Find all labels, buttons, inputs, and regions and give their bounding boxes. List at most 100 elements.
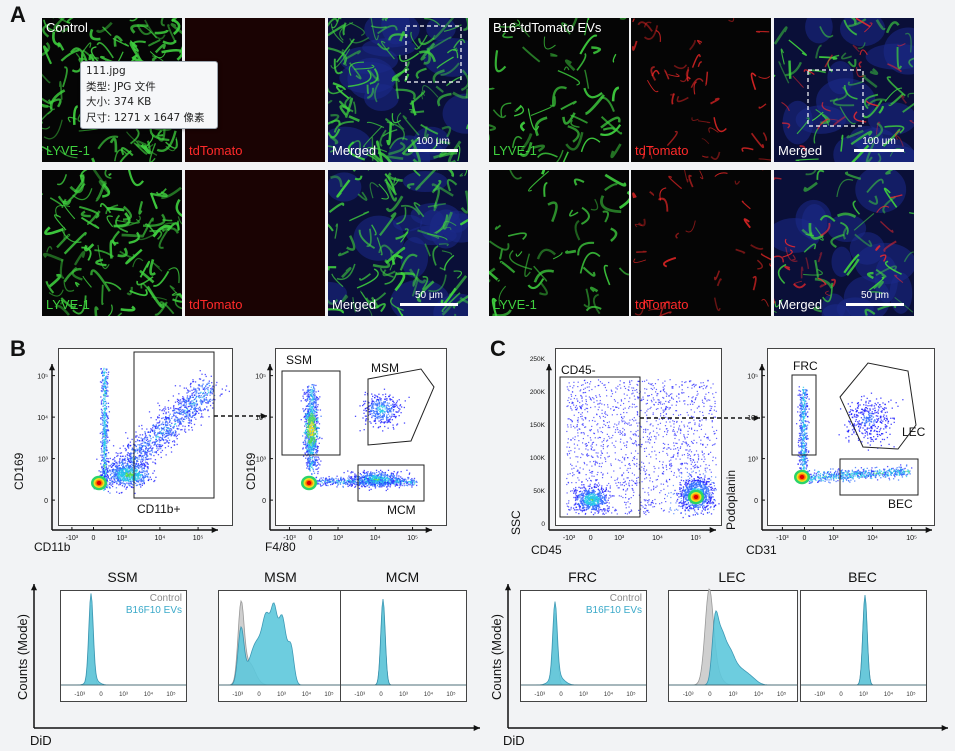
scale-bar: 100 μm — [408, 136, 458, 152]
tooltip-dimensions: 尺寸: 1271 x 1647 像素 — [86, 111, 205, 124]
axis-label-cd31: CD31 — [746, 543, 777, 557]
tick-label: 10³ — [38, 457, 49, 464]
title-control: Control — [46, 20, 88, 35]
tick-label: -10³ — [232, 692, 243, 698]
tick-label: 0 — [708, 692, 712, 698]
tick-label: 10⁵ — [747, 374, 758, 381]
legend-control: Control — [149, 593, 182, 604]
legend-ev: B16F10 EVs — [585, 605, 642, 616]
histogram-mcm: -10³ 0 10³ 10⁴ 10⁵ — [340, 590, 467, 702]
legend-ev: B16F10 EVs — [125, 605, 182, 616]
histogram-mcm-title: MCM — [385, 569, 420, 585]
tick-label: 0 — [541, 521, 545, 528]
micro-control-tdtomato-r2: tdTomato — [185, 170, 325, 316]
tick-label: 10⁴ — [754, 691, 764, 698]
micro-control-merged-r1: Merged 100 μm — [328, 18, 468, 162]
tooltip-filename: 111.jpg — [86, 65, 126, 77]
tick-label: 0 — [754, 498, 758, 505]
label-merged: Merged — [332, 297, 377, 312]
tick-label: -10³ — [776, 535, 789, 542]
micro-ev-lyve-r1: LYVE-1 B16-tdTomato EVs — [489, 18, 629, 162]
micro-control-lyve-r2: LYVE-1 — [42, 170, 182, 316]
dot-plot-f480 — [281, 368, 435, 502]
gate-label-cd11b: CD11b+ — [137, 502, 181, 516]
histogram-ssm-title: SSM — [107, 569, 138, 585]
micro-ev-merged-r2: Merged 50 μm — [774, 170, 914, 316]
tick-label: 200K — [530, 389, 546, 396]
micro-control-tdtomato-r1: tdTomato — [185, 18, 325, 162]
histogram-lec-title: LEC — [718, 569, 746, 585]
tick-label: 10⁴ — [37, 415, 48, 422]
tick-label: 10⁴ — [370, 535, 381, 542]
panel-letter-b: B — [10, 336, 26, 361]
histogram-lec: -10³ 0 10³ 10⁴ 10⁵ — [668, 588, 798, 702]
tick-label: -10³ — [563, 535, 576, 542]
dot-plot-cd11b — [91, 351, 230, 499]
gate-label-msm: MSM — [371, 361, 399, 375]
tick-label: 10⁵ — [446, 691, 456, 698]
tick-label: 0 — [379, 692, 383, 698]
tick-label: 10³ — [828, 535, 839, 542]
gate-label-mcm: MCM — [387, 503, 416, 517]
tick-label: -10³ — [66, 535, 79, 542]
tick-label: 0 — [92, 535, 96, 542]
histogram-frc: -10³ 0 10³ 10⁴ 10⁵ Control B16F10 EVs — [520, 590, 647, 702]
tick-label: -10³ — [354, 692, 365, 698]
histogram-bec: -10³ 0 10³ 10⁴ 10⁵ — [800, 590, 927, 702]
scale-bar-label: 50 μm — [861, 290, 889, 301]
gate-label-frc: FRC — [793, 359, 818, 373]
tick-label: 10⁵ — [777, 691, 787, 698]
tick-label: 10³ — [333, 535, 344, 542]
axis-label-cd45: CD45 — [531, 543, 562, 557]
tick-label: 10⁴ — [144, 691, 154, 698]
label-lyve: LYVE-1 — [46, 143, 90, 158]
flow-plot-cd31-podoplanin: FRC LEC BEC — [767, 348, 935, 526]
label-lyve: LYVE-1 — [46, 297, 90, 312]
label-lyve: LYVE-1 — [493, 143, 537, 158]
tick-label: 10³ — [277, 692, 286, 698]
histogram-msm: -10³ 0 10³ 10⁴ 10⁵ — [218, 590, 345, 702]
axis-label-did-b: DiD — [30, 733, 52, 748]
tick-label: -10³ — [814, 692, 825, 698]
tick-label: 0 — [257, 692, 261, 698]
tick-label: 10⁴ — [255, 415, 266, 422]
tick-label: 0 — [44, 498, 48, 505]
legend-control: Control — [609, 593, 642, 604]
label-merged: Merged — [332, 143, 377, 158]
tick-label: 0 — [99, 692, 103, 698]
tick-label: 0 — [559, 692, 563, 698]
tick-label: 10⁴ — [867, 535, 878, 542]
tooltip-type: 类型: JPG 文件 — [86, 80, 156, 93]
label-tdtomato: tdTomato — [635, 297, 689, 312]
tick-label: 10³ — [579, 692, 588, 698]
tick-label: 10³ — [729, 692, 738, 698]
tick-label: 10³ — [256, 457, 267, 464]
gate-label-bec: BEC — [888, 497, 913, 511]
scale-bar-label: 100 μm — [862, 136, 896, 147]
tick-label: 10⁵ — [166, 691, 176, 698]
tick-label: 10⁴ — [155, 535, 166, 542]
tick-label: 10⁵ — [255, 374, 266, 381]
tick-label: 10³ — [859, 692, 868, 698]
label-merged: Merged — [778, 143, 823, 158]
micro-ev-tdtomato-r2: tdTomato — [631, 170, 771, 316]
tick-label: 0 — [839, 692, 843, 698]
tick-label: 150K — [530, 422, 546, 429]
tick-label: -10³ — [683, 692, 694, 698]
file-info-tooltip: 111.jpg 类型: JPG 文件 大小: 374 KB 尺寸: 1271 x… — [80, 61, 218, 129]
micro-ev-merged-r1: Merged 100 μm — [774, 18, 914, 162]
tick-label: 0 — [589, 535, 593, 542]
gate-label-ssm: SSM — [286, 353, 313, 367]
tick-label: 10⁵ — [324, 691, 334, 698]
tick-label: 10³ — [748, 457, 759, 464]
tick-label: 0 — [262, 498, 266, 505]
tick-label: 10⁵ — [906, 535, 917, 542]
gate-label-lec: LEC — [902, 425, 926, 439]
histogram-ssm: -10³ 0 10³ 10⁴ 10⁵ Control B16F10 EVs — [60, 590, 187, 702]
label-tdtomato: tdTomato — [189, 143, 243, 158]
histogram-frc-title: FRC — [568, 569, 597, 585]
tick-label: 10⁴ — [652, 535, 663, 542]
axis-label-cd11b: CD11b — [34, 540, 71, 554]
panel-letter-a: A — [10, 2, 26, 27]
